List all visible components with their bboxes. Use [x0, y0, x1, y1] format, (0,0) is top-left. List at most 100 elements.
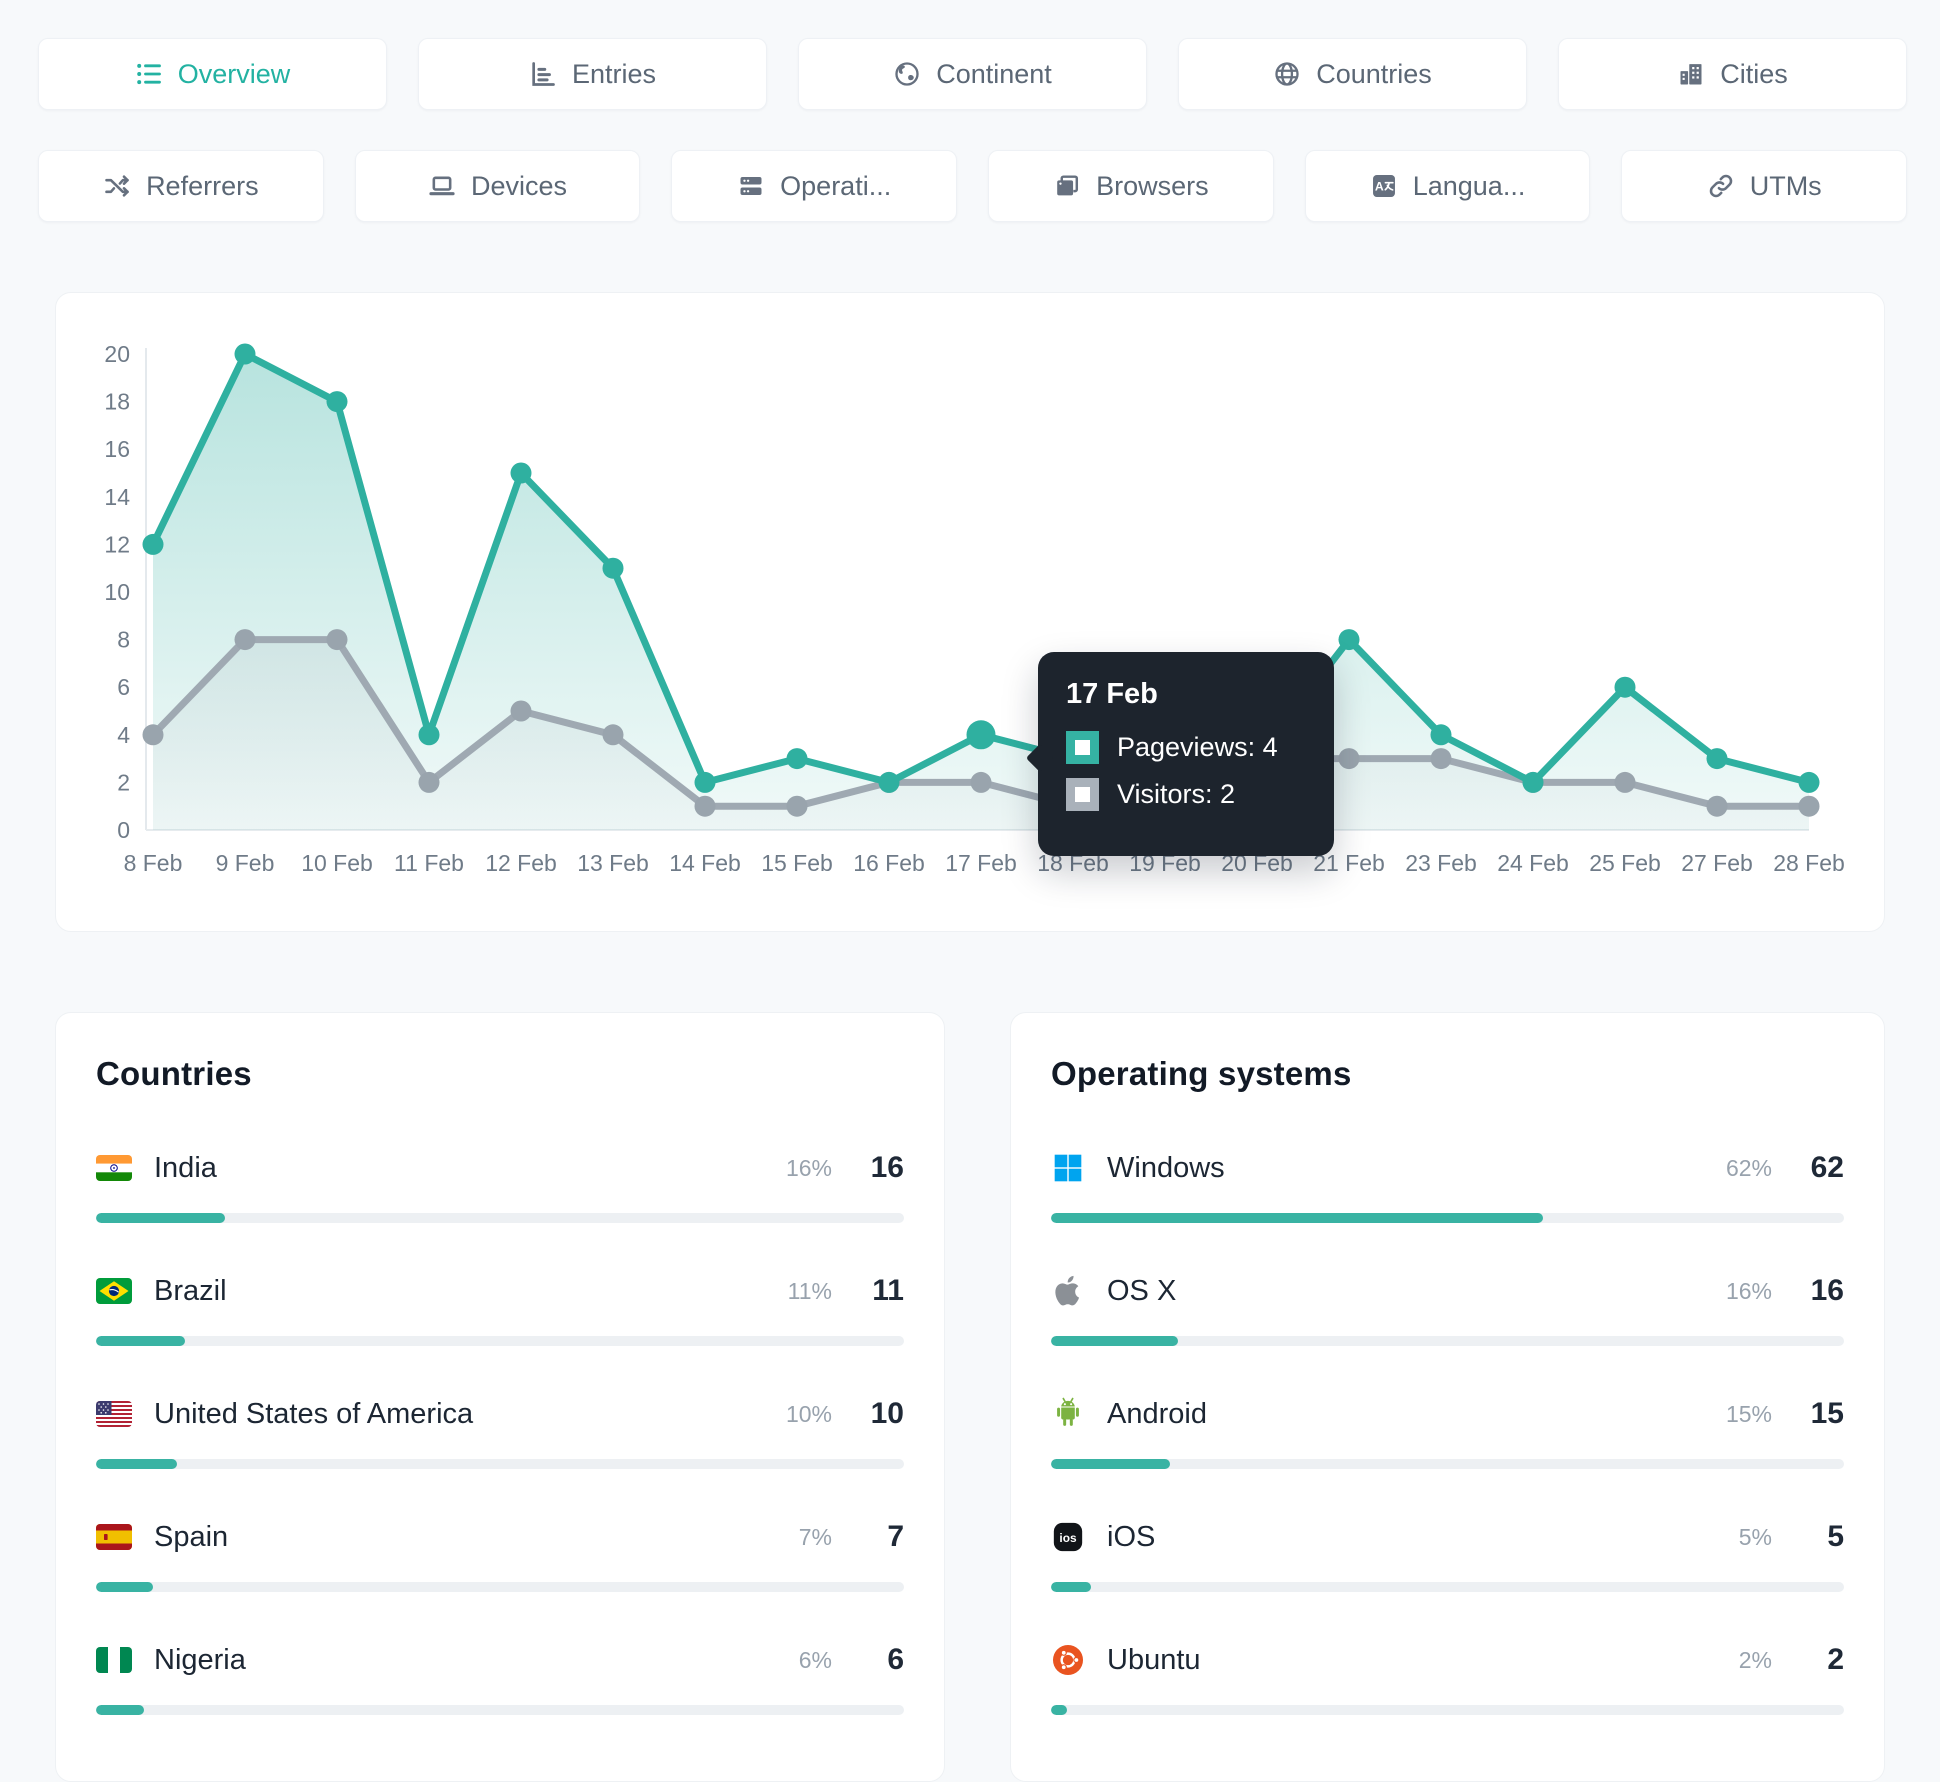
list-item-spain[interactable]: Spain 7% 7 — [96, 1516, 904, 1592]
list-item-brazil[interactable]: Brazil 11% 11 — [96, 1270, 904, 1346]
progress-bar-track — [96, 1459, 904, 1469]
tab-utms[interactable]: UTMs — [1621, 150, 1908, 222]
svg-text:14 Feb: 14 Feb — [669, 850, 741, 876]
stat-value: 7 — [887, 1520, 904, 1553]
tab-label: Devices — [470, 170, 568, 201]
tab-countries[interactable]: Countries — [1178, 38, 1527, 110]
tab-operati[interactable]: Operati... — [671, 150, 958, 222]
stat-name: India — [154, 1151, 217, 1184]
india-flag-icon — [96, 1155, 132, 1181]
stat-name: Android — [1107, 1397, 1207, 1430]
stat-name: Ubuntu — [1107, 1643, 1201, 1676]
svg-text:8 Feb: 8 Feb — [124, 850, 183, 876]
traffic-chart-card: 0 2 4 6 8 10 12 14 16 18 20 8 Feb 9 Feb 10 Feb 11 Feb 1… — [55, 292, 1885, 932]
nigeria-flag-icon — [96, 1647, 132, 1673]
stat-value: 6 — [887, 1643, 904, 1676]
brazil-flag-icon — [96, 1278, 132, 1304]
progress-bar-fill — [96, 1213, 226, 1223]
svg-text:27 Feb: 27 Feb — [1681, 850, 1753, 876]
svg-text:21 Feb: 21 Feb — [1313, 850, 1385, 876]
svg-text:20: 20 — [104, 341, 130, 367]
tab-langua[interactable]: A Langua... — [1304, 150, 1591, 222]
primary-tab-bar: Overview Entries Continent Countries Cities — [38, 38, 1907, 110]
stat-line: ios iOS 5% 5 — [1051, 1516, 1844, 1558]
traffic-line-chart[interactable]: 0 2 4 6 8 10 12 14 16 18 20 8 Feb 9 Feb 10 Feb 11 Feb 1… — [56, 293, 1886, 933]
stat-value: 2 — [1827, 1643, 1844, 1676]
list-item-ubuntu[interactable]: Ubuntu 2% 2 — [1051, 1639, 1844, 1715]
progress-bar-track — [96, 1705, 904, 1715]
tooltip-date: 17 Feb — [1066, 678, 1158, 710]
stat-name: Windows — [1107, 1151, 1225, 1184]
ubuntu-os-icon — [1051, 1643, 1085, 1677]
tooltip-row-text: Pageviews: 4 — [1117, 732, 1278, 762]
stat-percent: 15% — [1725, 1400, 1772, 1427]
series-swatch — [1066, 731, 1099, 764]
progress-bar-fill — [1051, 1705, 1067, 1715]
tab-cities[interactable]: Cities — [1558, 38, 1907, 110]
tooltip-row-visitors: Visitors: 2 — [1066, 778, 1306, 811]
stat-value: 16 — [870, 1151, 904, 1184]
usa-flag-icon — [96, 1401, 132, 1427]
svg-text:18: 18 — [104, 389, 130, 415]
stat-percent: 6% — [798, 1646, 832, 1673]
tab-browsers[interactable]: Browsers — [988, 150, 1274, 222]
stat-line: Spain 7% 7 — [96, 1516, 904, 1558]
progress-bar-track — [96, 1582, 904, 1592]
list-item-nigeria[interactable]: Nigeria 6% 6 — [96, 1639, 904, 1715]
stat-percent: 10% — [785, 1400, 832, 1427]
list-item-os-x[interactable]: OS X 16% 16 — [1051, 1270, 1844, 1346]
list-item-ios[interactable]: ios iOS 5% 5 — [1051, 1516, 1844, 1592]
tab-entries[interactable]: Entries — [418, 38, 767, 110]
list-item-united-states-of-america[interactable]: United States of America 10% 10 — [96, 1393, 904, 1469]
svg-text:13 Feb: 13 Feb — [577, 850, 649, 876]
stat-value: 5 — [1827, 1520, 1844, 1553]
svg-text:16 Feb: 16 Feb — [853, 850, 925, 876]
spain-flag-icon — [96, 1524, 132, 1550]
tab-label: Cities — [1720, 58, 1788, 89]
entries-icon — [529, 60, 557, 88]
server-icon — [737, 172, 765, 200]
svg-text:0: 0 — [117, 817, 130, 843]
ios-os-icon: ios — [1051, 1520, 1085, 1554]
stat-percent: 11% — [787, 1277, 832, 1304]
tab-overview[interactable]: Overview — [38, 38, 387, 110]
list-item-india[interactable]: India 16% 16 — [96, 1147, 904, 1223]
tooltip-row-text: Visitors: 2 — [1117, 779, 1236, 809]
list-item-android[interactable]: Android 15% 15 — [1051, 1393, 1844, 1469]
stat-name: iOS — [1107, 1520, 1156, 1553]
tab-label: Overview — [177, 58, 291, 89]
globe-icon — [1273, 60, 1301, 88]
stat-value: 10 — [870, 1397, 904, 1430]
translate-icon: A — [1370, 172, 1398, 200]
android-os-icon — [1051, 1397, 1085, 1431]
tab-referrers[interactable]: Referrers — [38, 150, 324, 222]
svg-text:10 Feb: 10 Feb — [301, 850, 373, 876]
tab-continent[interactable]: Continent — [798, 38, 1147, 110]
list-icon — [135, 60, 163, 88]
tab-label: Langua... — [1412, 170, 1526, 201]
stat-value: 15 — [1810, 1397, 1844, 1430]
progress-bar-track — [1051, 1459, 1844, 1469]
progress-bar-track — [1051, 1705, 1844, 1715]
svg-text:2: 2 — [117, 769, 130, 795]
progress-bar-fill — [1051, 1336, 1178, 1346]
operating-systems-panel: Operating systems Windows 62% 62 OS X 16% 16 A… — [1010, 1012, 1885, 1782]
list-item-windows[interactable]: Windows 62% 62 — [1051, 1147, 1844, 1223]
svg-text:15 Feb: 15 Feb — [761, 850, 833, 876]
link-icon — [1707, 172, 1735, 200]
tab-label: Countries — [1316, 58, 1432, 89]
tooltip-row-pageviews: Pageviews: 4 — [1066, 731, 1306, 764]
svg-text:9 Feb: 9 Feb — [216, 850, 275, 876]
svg-text:23 Feb: 23 Feb — [1405, 850, 1477, 876]
stat-percent: 16% — [1725, 1277, 1772, 1304]
progress-bar-fill — [96, 1336, 185, 1346]
progress-bar-track — [1051, 1582, 1844, 1592]
countries-panel: Countries India 16% 16 Brazil 11% 11 United St… — [55, 1012, 945, 1782]
svg-text:11 Feb: 11 Feb — [394, 850, 464, 876]
stat-name: Nigeria — [154, 1643, 246, 1676]
tab-devices[interactable]: Devices — [354, 150, 641, 222]
stat-percent: 7% — [798, 1523, 832, 1550]
tab-label: Browsers — [1096, 170, 1209, 201]
progress-bar-fill — [1051, 1213, 1543, 1223]
stat-percent: 62% — [1725, 1154, 1772, 1181]
